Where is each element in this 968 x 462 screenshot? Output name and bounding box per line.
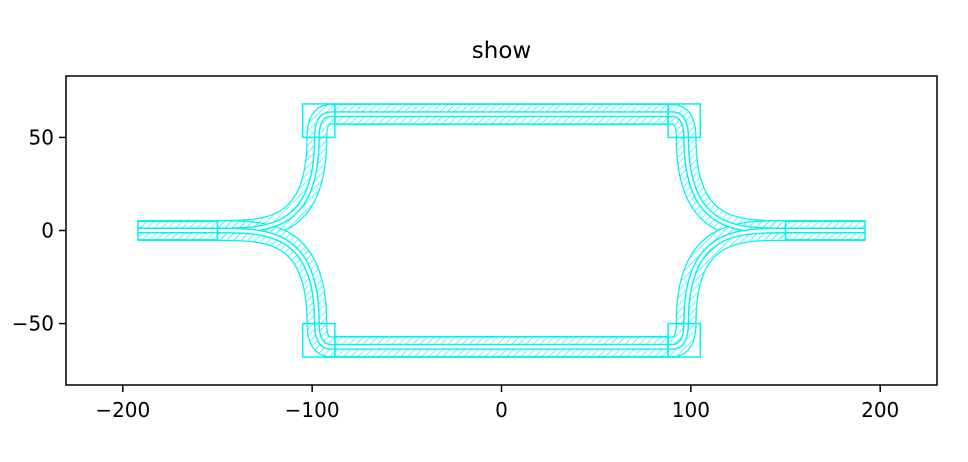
x-tick-label: 100 [672,398,710,422]
x-tick-label: 200 [861,398,899,422]
x-tick-label: −100 [285,398,340,422]
core-left-bottom-corner [315,323,332,349]
x-tick-label: −200 [95,398,150,422]
y-tick-label: 50 [29,125,54,149]
x-axis: −200 −100 0 100 200 [95,385,899,422]
input-box [137,220,219,241]
y-tick-label: 0 [41,219,54,243]
y-axis: 50 0 −50 [12,125,66,336]
core-left-top-corner [315,112,332,138]
layout-geometry [137,103,866,358]
bottom-arm-box [334,335,669,358]
y-tick-label: −50 [12,312,54,336]
top-arm-box [334,103,669,126]
core-left-bottom-sbend [217,228,319,324]
core-right-bottom-corner [671,323,688,349]
core-right-bottom-sbend [684,228,786,324]
x-tick-label: 0 [495,398,508,422]
chart-title: show [472,38,531,64]
core-right-top-corner [671,112,688,138]
output-box [784,220,866,241]
